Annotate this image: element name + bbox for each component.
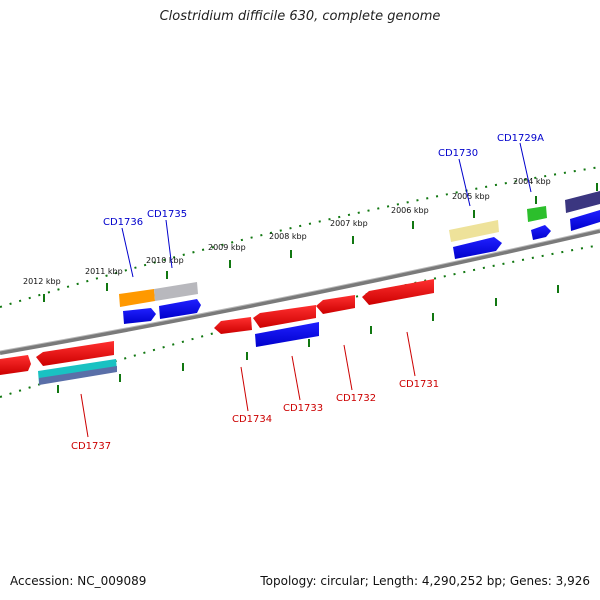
kbp-label: 2006 kbp [391,206,429,215]
ruler-major-ticks [43,183,598,302]
kbp-label: 2008 kbp [269,232,307,241]
gene-label[interactable]: CD1733 [283,403,323,414]
kbp-label: 2011 kbp [85,267,123,276]
gene-CD1729A[interactable] [527,206,551,240]
gene-label[interactable]: CD1731 [399,379,439,390]
kbp-label: 2004 kbp [513,177,551,186]
genome-backbone [0,229,600,355]
kbp-label: 2009 kbp [208,243,246,252]
ruler-track-upper [0,166,600,308]
kbp-label: 2010 kbp [146,256,184,265]
gene-label[interactable]: CD1729A [497,133,544,144]
gene-CD1733[interactable] [253,305,319,347]
gene-label[interactable]: CD1734 [232,414,272,425]
gene-label[interactable]: CD1736 [103,217,143,228]
kbp-label: 2007 kbp [330,219,368,228]
kbp-label: 2012 kbp [23,277,61,286]
gene-CD1735[interactable] [154,282,201,319]
gene-CD1732[interactable] [316,295,355,314]
top-leaders [121,142,532,278]
gene-label[interactable]: CD1732 [336,393,376,404]
gene-CD1731[interactable] [362,279,434,305]
gene-CD1734[interactable] [214,317,252,334]
gene-label[interactable]: CD1737 [71,441,111,452]
gene-unlabeled-right[interactable] [565,191,600,231]
gene-CD1730[interactable] [449,220,502,259]
gene-CD1736[interactable] [119,289,156,324]
gene-label[interactable]: CD1735 [147,209,187,220]
gene-CD1737[interactable] [0,341,117,385]
ruler-major-ticks-lower [57,285,559,393]
kbp-label: 2005 kbp [452,192,490,201]
accession-text: Accession: NC_009089 [10,574,147,588]
topology-text: Topology: circular; Length: 4,290,252 bp… [260,574,590,588]
genome-title: Clostridium difficile 630, complete geno… [159,9,441,24]
bottom-leaders [80,331,416,438]
gene-label[interactable]: CD1730 [438,148,478,159]
